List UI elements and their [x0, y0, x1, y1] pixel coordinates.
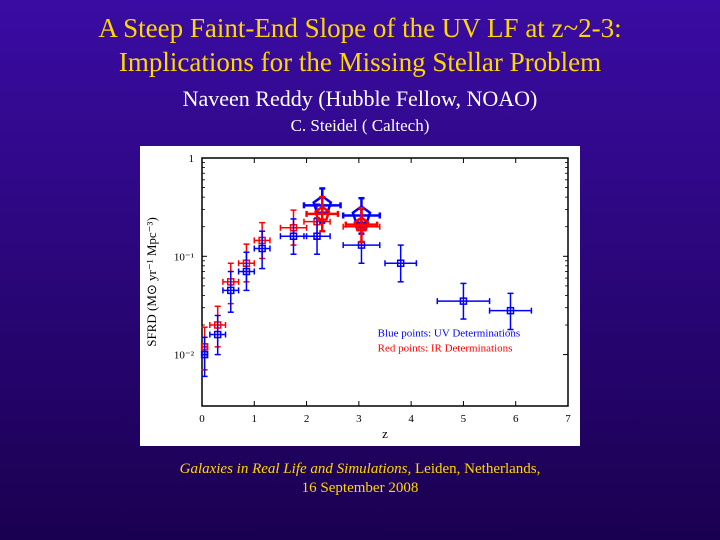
- svg-text:6: 6: [513, 413, 519, 425]
- svg-text:1: 1: [252, 413, 258, 425]
- svg-text:10⁻¹: 10⁻¹: [174, 251, 194, 263]
- footer-location: Leiden, Netherlands,: [415, 461, 540, 477]
- sfrd-chart: 0 1 2 3 4 5 6 7 10⁻² 10⁻¹ 1 z SFRD (M⊙ yr⁻¹ Mpc⁻³) Bl…: [140, 146, 580, 446]
- svg-text:1: 1: [189, 153, 195, 165]
- title-line2: Implications for the Missing Stellar Pro…: [0, 46, 720, 80]
- svg-text:z: z: [382, 426, 388, 441]
- svg-text:7: 7: [565, 413, 571, 425]
- footer-date: 16 September 2008: [302, 480, 419, 496]
- svg-text:SFRD (M⊙ yr⁻¹ Mpc⁻³): SFRD (M⊙ yr⁻¹ Mpc⁻³): [144, 217, 159, 347]
- svg-text:5: 5: [461, 413, 467, 425]
- footer-text: Galaxies in Real Life and Simulations, L…: [0, 460, 720, 499]
- svg-text:10⁻²: 10⁻²: [174, 349, 195, 361]
- svg-text:Blue points: UV Determinations: Blue points: UV Determinations: [378, 327, 520, 339]
- svg-text:Red points: IR Determinations: Red points: IR Determinations: [378, 342, 513, 354]
- author-secondary: C. Steidel ( Caltech): [0, 116, 720, 136]
- author-primary: Naveen Reddy (Hubble Fellow, NOAO): [0, 86, 720, 112]
- title-line1: A Steep Faint-End Slope of the UV LF at …: [0, 12, 720, 46]
- svg-text:0: 0: [199, 413, 205, 425]
- chart-svg: 0 1 2 3 4 5 6 7 10⁻² 10⁻¹ 1 z SFRD (M⊙ yr⁻¹ Mpc⁻³) Bl…: [140, 146, 580, 446]
- svg-text:3: 3: [356, 413, 362, 425]
- footer-conference: Galaxies in Real Life and Simulations,: [180, 461, 415, 477]
- svg-text:2: 2: [304, 413, 310, 425]
- svg-text:4: 4: [408, 413, 414, 425]
